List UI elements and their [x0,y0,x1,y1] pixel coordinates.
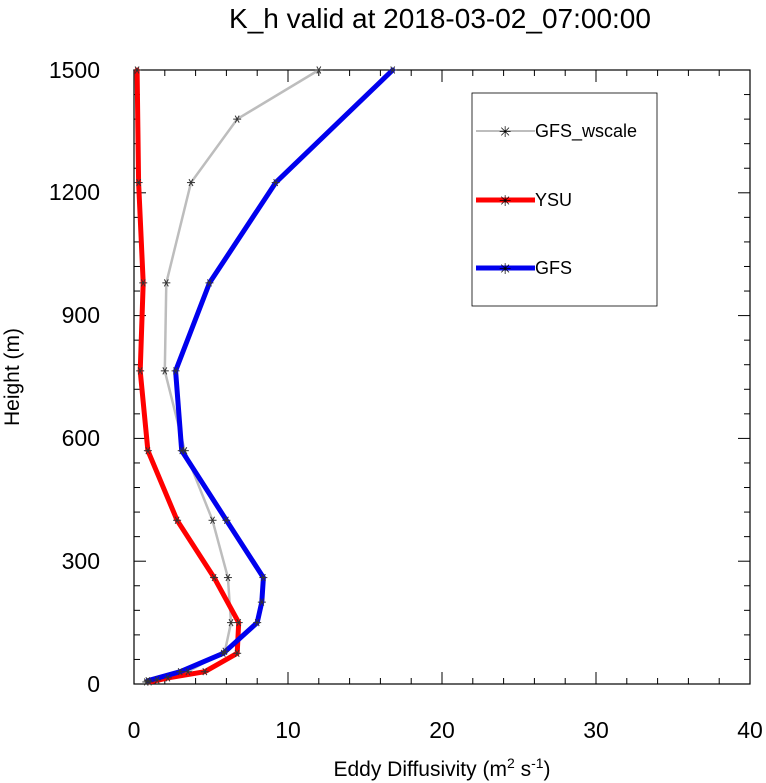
data-point-gfs-wscale [186,178,195,187]
plot-frame [133,69,751,685]
data-point-gfs [171,367,180,375]
x-axis-label-suffix: ) [544,758,551,781]
x-axis-label-prefix: Eddy Diffusivity (m [333,758,507,781]
legend-item-gfs-wscale: ✳ GFS_wscale [476,121,637,142]
legend-marker-gfs-wscale: ✳ [499,124,512,141]
y-tick-label: 1200 [49,179,100,205]
data-point-gfs [205,279,214,287]
y-tick-label: 600 [62,425,100,451]
data-point-gfs [271,178,280,187]
data-point-gfs-wscale [233,115,242,123]
data-point-gfs-wscale [223,573,232,582]
series-line-gfs-wscale [145,68,321,684]
x-tick-marks [133,70,751,684]
x-tick-label: 0 [128,717,141,743]
y-tick-label: 0 [87,671,100,697]
data-point-gfs [219,649,228,658]
x-axis-label: Eddy Diffusivity (m2 s-1) [333,755,550,781]
chart-title: K_h valid at 2018-03-02_07:00:00 [229,3,651,34]
x-tick-label: 40 [737,717,763,743]
data-point-gfs [388,66,397,74]
x-axis-label-sup2: -1 [531,755,544,771]
data-point-gfs-wscale [153,676,162,684]
data-point-ysu [210,573,219,582]
data-point-ysu [139,279,148,287]
data-point-ysu [136,367,145,375]
x-axis-label-sup1: 2 [507,755,515,771]
data-point-gfs-wscale [227,618,236,627]
data-point-gfs-wscale [160,367,169,375]
y-tick-label: 900 [62,302,100,328]
y-tick-marks [134,69,750,685]
series-line-gfs [145,67,396,684]
series-line-ysu [134,67,242,685]
x-tick-label: 30 [583,717,609,743]
y-axis-label: Height (m) [1,328,24,426]
x-tick-label: 20 [429,717,455,743]
data-point-gfs [257,598,266,606]
data-point-ysu [133,66,142,74]
y-tick-label: 300 [62,548,100,574]
legend: ✳ GFS_wscale ✳ YSU ✳ GFS [471,92,658,307]
data-point-gfs-wscale [183,668,192,676]
data-point-gfs [253,618,262,627]
data-point-gfs [222,516,231,524]
data-point-gfs [143,677,152,685]
data-point-ysu [173,516,182,524]
legend-item-ysu: ✳ YSU [476,190,572,210]
y-tick-labels: 0 300 600 900 1200 1500 [49,57,100,697]
legend-label-gfs: GFS [535,258,572,278]
y-tick-label: 1500 [49,57,100,83]
x-tick-labels: 0 10 20 30 40 [128,717,763,743]
data-point-gfs-wscale [314,66,323,74]
data-point-ysu [200,668,209,676]
legend-label-gfs-wscale: GFS_wscale [535,121,637,142]
x-tick-label: 10 [275,717,301,743]
data-point-ysu [233,649,242,658]
legend-item-gfs: ✳ GFS [476,258,572,278]
x-axis-label-middle: s [515,758,531,781]
series-lines [133,66,397,686]
data-point-gfs-wscale [208,516,217,524]
data-point-gfs-wscale [162,279,171,287]
data-point-ysu [134,178,143,187]
data-point-ysu [163,674,172,682]
legend-marker-gfs: ✳ [499,261,512,278]
legend-marker-ysu: ✳ [499,193,512,210]
data-point-ysu [143,446,152,455]
data-point-gfs [176,668,185,676]
data-point-ysu [234,618,243,627]
data-point-gfs [259,573,268,582]
legend-label-ysu: YSU [535,190,572,210]
data-point-gfs [177,446,186,455]
